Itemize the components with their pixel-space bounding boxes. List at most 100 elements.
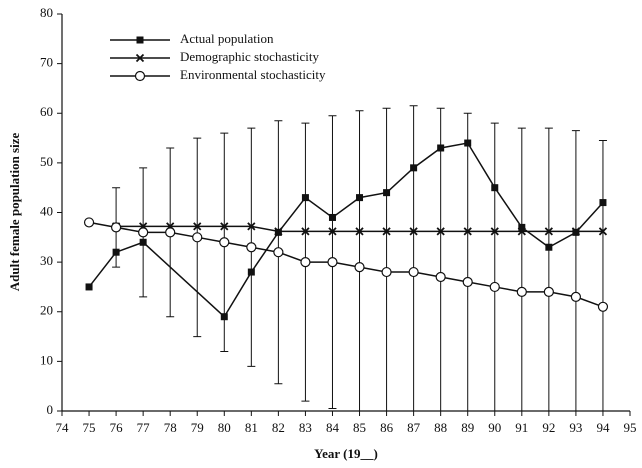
error-bar — [598, 140, 607, 411]
x-tick-label: 93 — [569, 420, 582, 435]
point — [328, 227, 337, 236]
point — [301, 227, 310, 236]
error-bar — [382, 107, 391, 411]
x-tick-label: 95 — [624, 420, 637, 435]
point — [543, 286, 554, 297]
point — [247, 268, 255, 276]
x-axis-title: Year (19__) — [314, 446, 378, 461]
point — [516, 286, 527, 297]
point — [571, 227, 581, 236]
point — [489, 281, 500, 293]
point — [354, 261, 365, 273]
point — [464, 139, 472, 147]
x-tick-label: 76 — [110, 420, 124, 435]
point — [246, 242, 257, 253]
point — [383, 189, 391, 197]
point — [381, 266, 392, 278]
error-bar — [463, 112, 472, 411]
point — [518, 223, 526, 231]
y-tick-label: 30 — [40, 253, 53, 268]
y-axis-title: Adult female population size — [7, 133, 22, 292]
point — [463, 227, 472, 236]
y-tick-label: 70 — [40, 55, 53, 70]
y-tick-label: 40 — [40, 203, 53, 218]
legend-marker — [136, 36, 144, 44]
legend-label: Environmental stochasticity — [180, 67, 326, 82]
point — [545, 243, 553, 251]
x-tick-label: 87 — [407, 420, 421, 435]
point — [110, 222, 122, 233]
point — [219, 237, 230, 248]
point — [139, 238, 147, 246]
x-tick-label: 85 — [353, 420, 366, 435]
point — [274, 227, 283, 236]
point — [193, 222, 202, 231]
point — [85, 283, 93, 291]
point — [408, 266, 419, 278]
point — [327, 257, 338, 268]
point — [355, 227, 364, 236]
point — [300, 257, 311, 268]
point — [435, 271, 446, 283]
y-tick-label: 60 — [40, 104, 53, 119]
point — [192, 232, 203, 243]
error-bar — [571, 130, 580, 411]
y-tick-label: 80 — [40, 5, 53, 20]
point — [598, 227, 608, 236]
x-tick-label: 83 — [299, 420, 312, 435]
y-tick-label: 0 — [47, 402, 54, 417]
legend-marker — [135, 53, 145, 63]
x-tick-label: 92 — [542, 420, 555, 435]
x-tick-label: 80 — [218, 420, 231, 435]
x-tick-label: 77 — [137, 420, 151, 435]
point — [165, 227, 176, 238]
point — [382, 227, 391, 236]
x-tick-label: 88 — [434, 420, 447, 435]
legend-label: Actual population — [180, 31, 274, 46]
error-bar — [355, 110, 364, 411]
y-tick-label: 10 — [40, 352, 53, 367]
point — [490, 227, 499, 236]
legend-marker — [134, 70, 146, 82]
x-tick-label: 91 — [515, 420, 528, 435]
point — [599, 199, 607, 207]
x-tick-label: 75 — [83, 420, 96, 435]
point — [220, 222, 229, 231]
point — [462, 276, 473, 288]
point — [273, 247, 284, 258]
x-tick-label: 86 — [380, 420, 394, 435]
point — [544, 227, 553, 236]
point — [112, 248, 120, 256]
legend-label: Demographic stochasticity — [180, 49, 319, 64]
point — [437, 144, 445, 152]
point — [328, 213, 336, 221]
x-tick-label: 81 — [245, 420, 258, 435]
error-bar — [436, 107, 445, 411]
point — [491, 184, 499, 192]
error-bar — [544, 127, 553, 411]
x-tick-label: 89 — [461, 420, 474, 435]
point — [436, 227, 445, 236]
point — [517, 227, 526, 236]
point — [409, 227, 418, 236]
point — [247, 222, 256, 231]
point — [410, 164, 418, 172]
point — [570, 291, 582, 302]
error-bar — [409, 105, 418, 411]
point — [597, 301, 609, 312]
error-bar — [517, 127, 526, 411]
x-tick-label: 84 — [326, 420, 340, 435]
point — [301, 194, 309, 202]
x-tick-label: 78 — [164, 420, 177, 435]
x-tick-label: 94 — [596, 420, 610, 435]
y-tick-label: 20 — [40, 303, 53, 318]
x-tick-label: 90 — [488, 420, 501, 435]
point — [83, 217, 95, 228]
error-bar — [490, 122, 499, 411]
point — [356, 194, 364, 202]
y-tick-label: 50 — [40, 154, 53, 169]
x-tick-label: 82 — [272, 420, 285, 435]
x-tick-label: 79 — [191, 420, 204, 435]
point — [220, 313, 228, 321]
